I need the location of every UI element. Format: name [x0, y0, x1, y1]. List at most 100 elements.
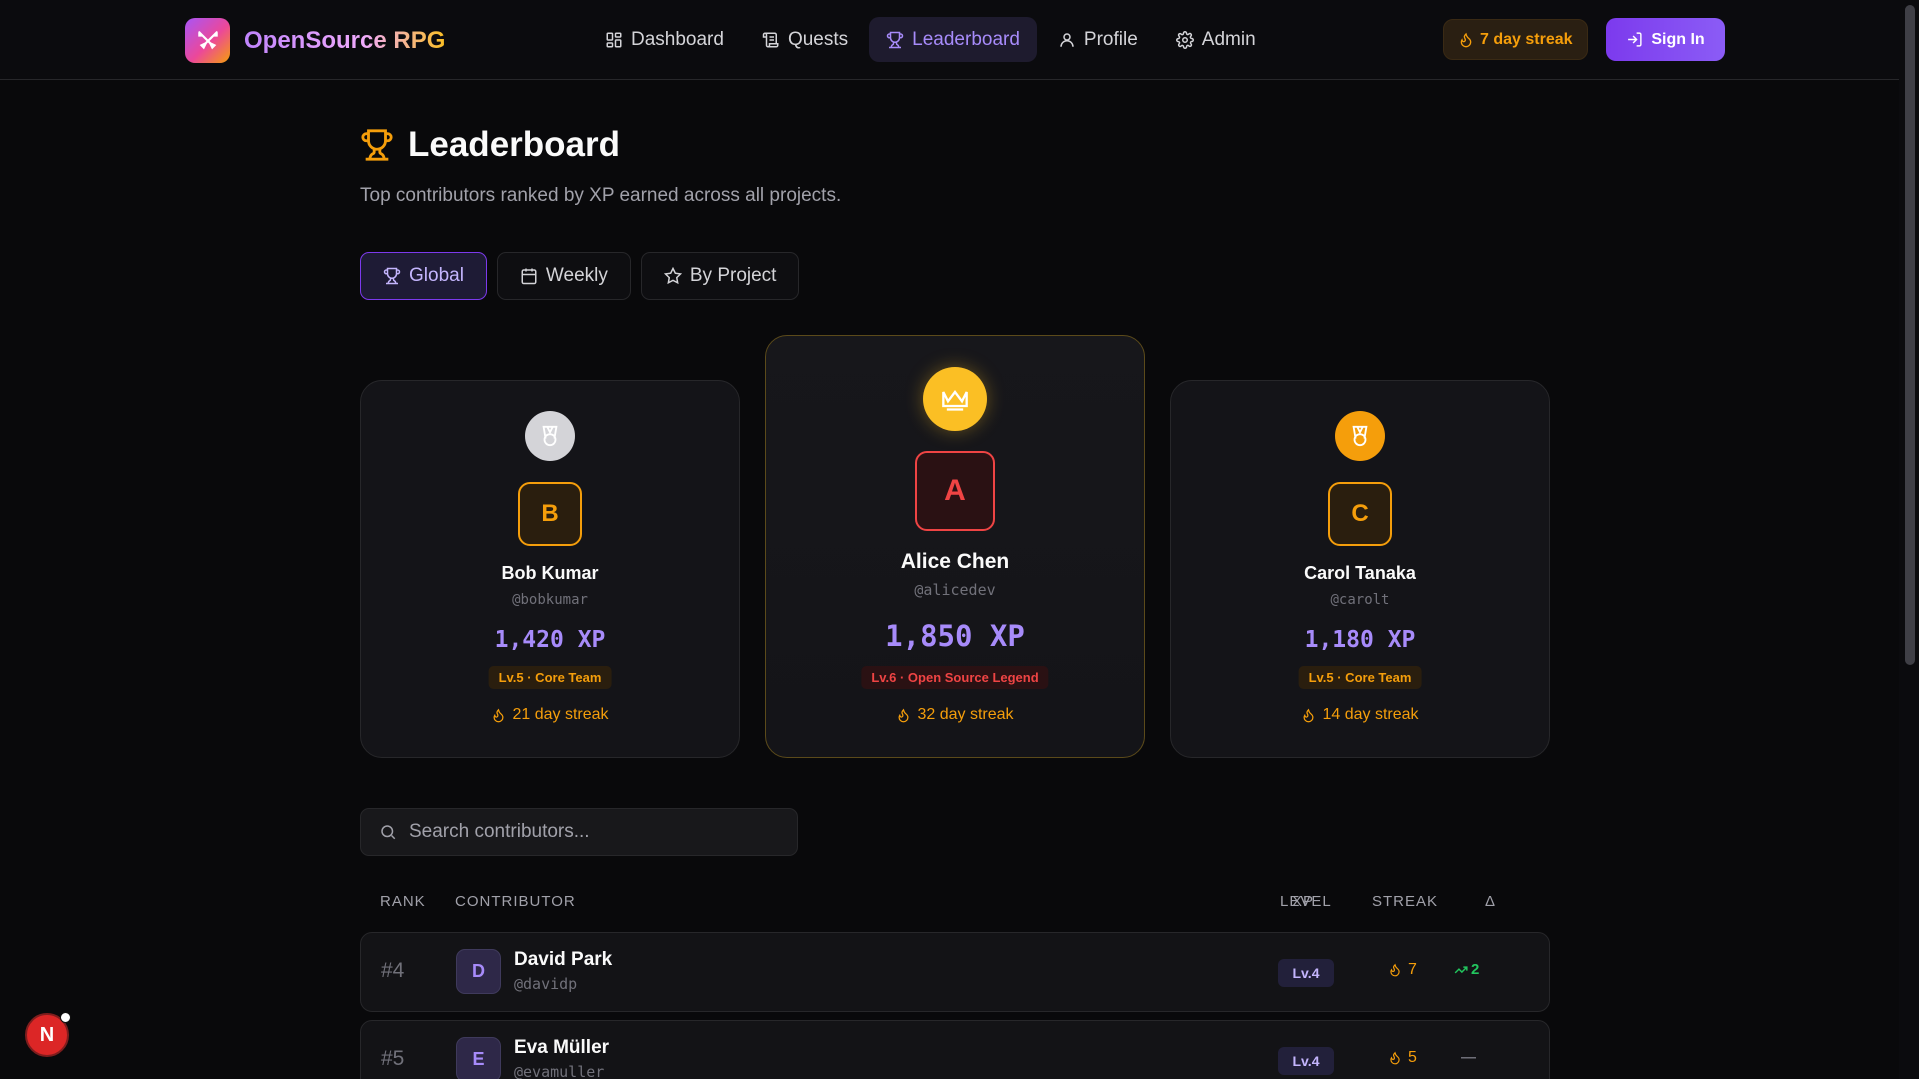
row-delta-value: 2 — [1471, 961, 1480, 978]
flame-icon — [1303, 708, 1314, 722]
main-nav: Dashboard Quests Leaderboard Profile Adm… — [588, 17, 1273, 62]
row-rank: #5 — [381, 1047, 405, 1070]
row-handle: @davidp — [514, 975, 578, 993]
flame-icon — [1390, 1051, 1400, 1065]
search-input[interactable] — [409, 821, 789, 843]
tab-by-project-label: By Project — [689, 265, 777, 286]
row-streak-value: 7 — [1408, 961, 1417, 978]
streak-info: 21 day streak — [361, 706, 739, 724]
podium-card-second[interactable]: B Bob Kumar @bobkumar 1,420 XP Lv.5 · Co… — [360, 380, 740, 758]
streak-text: 21 day streak — [512, 706, 609, 723]
dev-tools-badge[interactable]: N — [25, 1013, 69, 1057]
medal-icon — [1335, 411, 1385, 461]
brand[interactable]: OpenSource RPG — [185, 18, 445, 63]
header-streak: STREAK — [1372, 893, 1439, 910]
level-badge: Lv.6 · Open Source Legend — [861, 666, 1049, 689]
streak-label: 7 day streak — [1480, 30, 1573, 48]
header-level: LEVEL — [1280, 893, 1332, 910]
crown-icon — [923, 367, 987, 431]
row-name: David Park — [514, 949, 613, 970]
table-row[interactable]: #5 E Eva Müller @evamuller 780 Lv.4 5 — — [360, 1020, 1550, 1079]
dashboard-icon — [606, 32, 622, 47]
sign-in-label: Sign In — [1651, 30, 1705, 48]
trophy-icon — [361, 129, 393, 161]
flame-icon — [898, 708, 909, 722]
avatar: A — [915, 451, 995, 531]
trending-up-icon — [1454, 965, 1468, 973]
row-level-badge: Lv.4 — [1278, 959, 1334, 987]
page-title: Leaderboard — [360, 125, 620, 165]
avatar: B — [518, 482, 582, 546]
tab-global-label: Global — [409, 265, 464, 286]
avatar: E — [456, 1037, 501, 1079]
row-streak-value: 5 — [1408, 1049, 1417, 1066]
brand-name: OpenSource RPG — [244, 26, 446, 54]
table-row[interactable]: #4 D David Park @davidp 920 Lv.4 7 2 — [360, 932, 1550, 1012]
row-delta: 2 — [1454, 961, 1479, 978]
podium-card-first[interactable]: A Alice Chen @alicedev 1,850 XP Lv.6 · O… — [765, 335, 1145, 758]
top-navbar: OpenSource RPG Dashboard Quests Leaderbo… — [0, 0, 1899, 80]
row-streak: 5 — [1388, 1049, 1417, 1067]
flame-icon — [1460, 32, 1472, 47]
row-name: Eva Müller — [514, 1037, 610, 1058]
sign-in-button[interactable]: Sign In — [1606, 18, 1725, 61]
contributor-xp: 1,850 XP — [885, 619, 1025, 653]
row-handle: @evamuller — [514, 1063, 605, 1079]
contributor-xp: 1,180 XP — [1304, 627, 1416, 653]
contributor-handle: @bobkumar — [512, 592, 588, 608]
leaderboard-tabs: Global Weekly By Project — [360, 252, 800, 300]
podium-card-third[interactable]: C Carol Tanaka @carolt 1,180 XP Lv.5 · C… — [1170, 380, 1550, 758]
medal-icon — [525, 411, 575, 461]
flame-icon — [1390, 963, 1400, 977]
header-rank: RANK — [380, 893, 426, 910]
calendar-icon — [521, 268, 537, 285]
contributor-name: Alice Chen — [900, 550, 1010, 573]
contributor-name: Carol Tanaka — [1304, 563, 1416, 583]
tab-global[interactable]: Global — [360, 252, 487, 300]
nav-admin[interactable]: Admin — [1159, 17, 1273, 62]
dev-tools-indicator — [60, 1012, 71, 1023]
scrollbar-thumb[interactable] — [1905, 5, 1915, 665]
avatar: C — [1328, 482, 1392, 546]
nav-profile[interactable]: Profile — [1041, 17, 1155, 62]
tab-weekly[interactable]: Weekly — [496, 252, 631, 300]
streak-badge: 7 day streak — [1443, 19, 1588, 60]
page-heading: Leaderboard — [408, 125, 620, 164]
nav-profile-label: Profile — [1083, 28, 1138, 50]
nav-leaderboard[interactable]: Leaderboard — [869, 17, 1037, 62]
row-streak: 7 — [1388, 961, 1417, 979]
search-box[interactable] — [360, 808, 798, 856]
nav-admin-label: Admin — [1201, 28, 1256, 50]
row-rank: #4 — [381, 959, 405, 982]
trophy-icon — [886, 31, 904, 48]
streak-text: 14 day streak — [1322, 706, 1419, 723]
header-contributor: CONTRIBUTOR — [455, 893, 576, 910]
page-scrollbar[interactable] — [1899, 0, 1919, 1079]
search-icon — [381, 825, 396, 840]
row-delta-value: — — [1461, 1049, 1476, 1066]
row-level-badge: Lv.4 — [1278, 1047, 1334, 1075]
nav-dashboard-label: Dashboard — [631, 28, 724, 50]
scroll-icon — [762, 32, 779, 47]
nav-leaderboard-label: Leaderboard — [912, 28, 1020, 50]
login-icon — [1628, 32, 1642, 47]
row-delta: — — [1461, 1049, 1476, 1066]
table-header: RANK CONTRIBUTOR XP LEVEL STREAK Δ — [360, 893, 1550, 913]
streak-info: 14 day streak — [1171, 706, 1549, 724]
contributor-name: Bob Kumar — [501, 563, 599, 583]
trophy-icon — [383, 267, 401, 285]
nav-quests[interactable]: Quests — [745, 17, 865, 62]
gear-icon — [1175, 30, 1194, 49]
nav-dashboard[interactable]: Dashboard — [588, 17, 741, 62]
level-badge: Lv.5 · Core Team — [488, 666, 612, 689]
streak-info: 32 day streak — [766, 706, 1144, 724]
header-delta: Δ — [1485, 893, 1497, 910]
level-badge: Lv.5 · Core Team — [1298, 666, 1422, 689]
flame-icon — [493, 708, 504, 722]
crossed-swords-icon — [185, 18, 230, 63]
avatar: D — [456, 949, 501, 994]
contributor-handle: @alicedev — [914, 581, 996, 599]
tab-by-project[interactable]: By Project — [640, 252, 800, 300]
user-icon — [1060, 32, 1074, 47]
streak-text: 32 day streak — [917, 706, 1014, 723]
